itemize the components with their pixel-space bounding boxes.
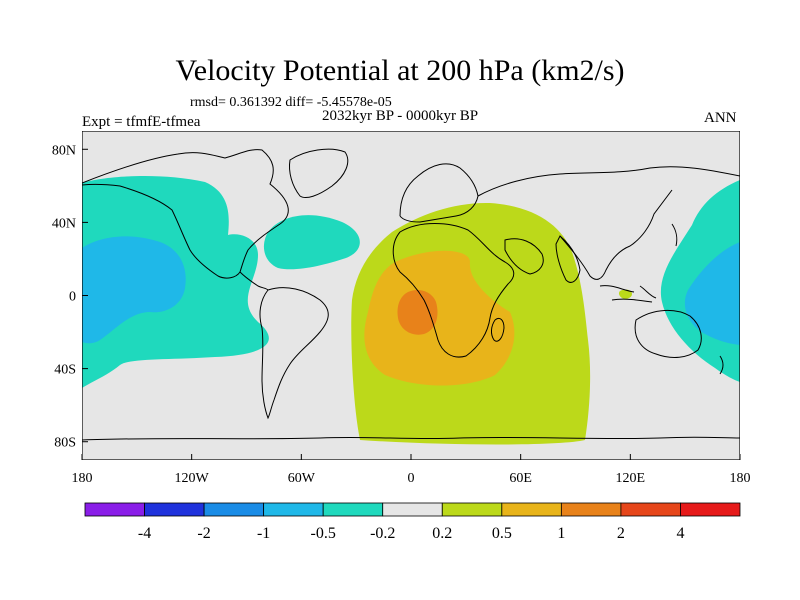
y-tick-label: 80N [52,143,76,158]
contour-fill-pos-mod [364,250,515,386]
colorbar-label: -0.5 [311,525,336,542]
y-tick-label: 40S [54,363,76,378]
y-tick-label: 0 [69,290,76,305]
x-tick-label: 120W [175,471,210,486]
coastline-asia [477,166,740,280]
x-tick-label: 60E [509,471,532,486]
x-tick-label: 180 [730,471,751,486]
coastline-australia [634,310,702,358]
colorbar-label: 0.2 [432,525,452,542]
contour-fill-neg-mod-pacific-west [82,236,186,344]
contour-fill-pos-strong [397,290,438,335]
colorbar-swatch [560,502,622,517]
colorbar-swatch [263,502,324,517]
y-tick-label: 40N [52,216,76,231]
colorbar-label: -0.2 [370,525,395,542]
colorbar-swatch [382,502,443,517]
contour-fill-pos-weak-maritime [618,289,632,299]
coastline-japan [671,223,678,247]
coastlines [82,148,740,441]
x-tick-label: 120E [616,471,646,486]
colorbar-swatch [84,502,145,517]
coastline-antarctica [82,436,740,441]
coastline-maritime-continent [599,285,657,303]
coastline-greenland [289,148,349,199]
coastline-south-america [259,287,329,420]
colorbar-label: 2 [617,525,625,542]
colorbar-swatch [203,502,265,517]
colorbar-label: 4 [676,525,684,542]
coastline-central-america [239,271,269,291]
contour-fill-neg-weak-atlantic [263,215,360,270]
coastline-india [555,235,581,283]
coastline-north-america [82,149,289,279]
x-tick-label: 60W [288,471,316,486]
colorbar-label: -1 [257,525,270,542]
colorbar: -4 -2 -1 -0.5 -0.2 0.2 0.5 1 2 4 [84,502,741,542]
colorbar-label: 1 [557,525,565,542]
stats-text: rmsd= 0.361392 diff= -5.45578e-05 [190,95,392,110]
season-text: ANN [704,110,737,126]
coastline-arabia [504,238,544,275]
x-tick-label: 180 [72,471,93,486]
colorbar-swatch [322,502,384,517]
colorbar-swatch [501,502,562,517]
coastline-new-zealand [719,355,724,375]
colorbar-swatch [144,502,205,517]
colorbar-swatch [680,502,741,517]
coastline-africa [392,223,515,358]
plot-title: Velocity Potential at 200 hPa (km2/s) [175,54,625,87]
experiment-text: Expt = tfmfE-tfmea [82,114,201,130]
colorbar-label: 0.5 [492,525,512,542]
axis-ticks: 180 120W 60W 0 60E 120E 180 80N 40N 0 40S 80S [52,143,751,486]
colorbar-label: -2 [197,525,210,542]
y-tick-label: 80S [54,436,76,451]
colorbar-label: -4 [138,525,151,542]
contour-fill-neg-mod-pacific-east [684,242,740,345]
coastline-madagascar [491,317,505,342]
colorbar-swatch [620,502,681,517]
x-tick-label: 0 [408,471,415,486]
map-panel [82,131,740,460]
period-text: 2032kyr BP - 0000kyr BP [322,108,479,124]
colorbar-swatch [441,502,503,517]
